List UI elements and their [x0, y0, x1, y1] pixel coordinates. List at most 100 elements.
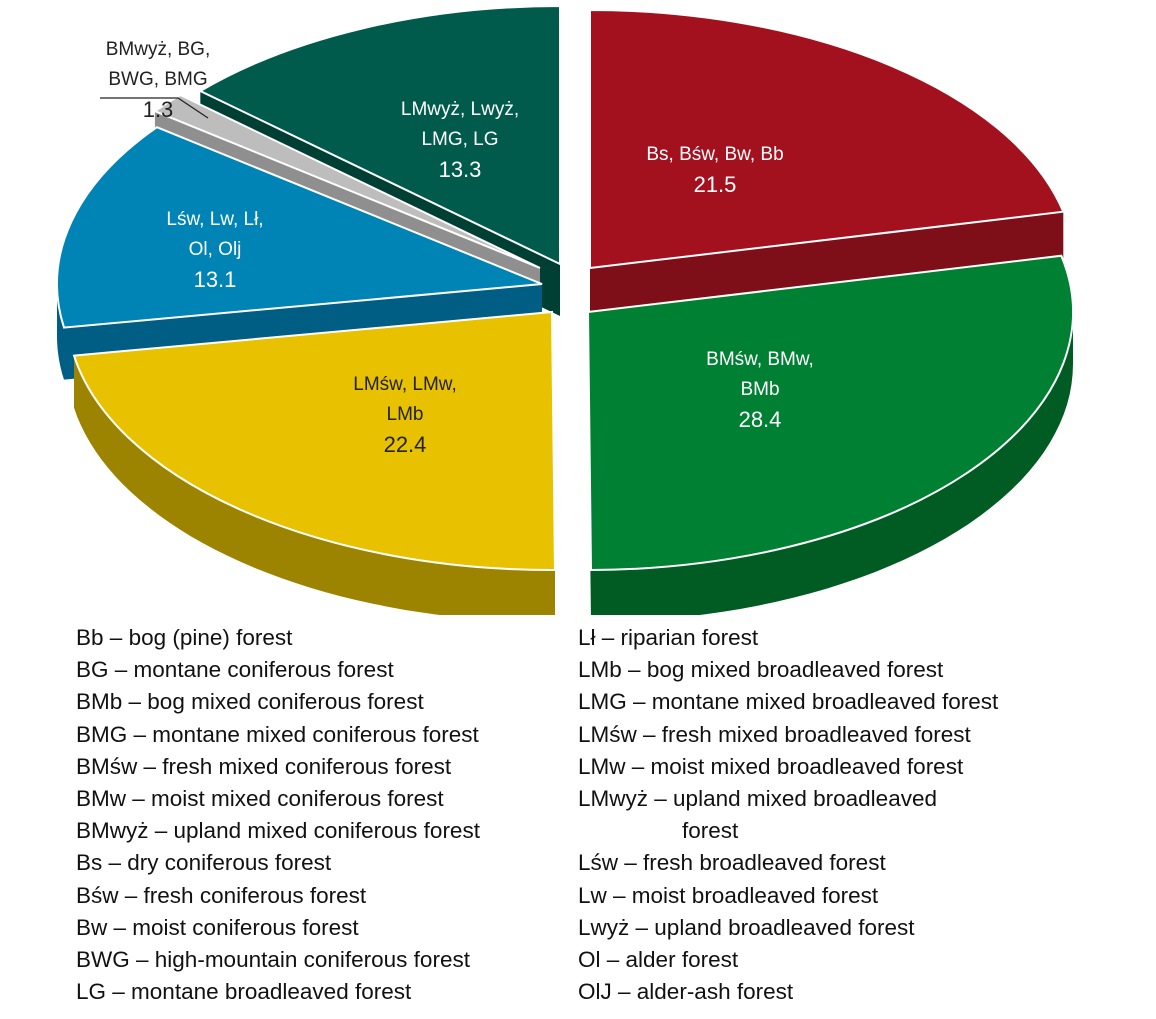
- pie-chart: Bs, Bśw, Bw, Bb 21.5 BMśw, BMw, BMb 28.4 LMśw…: [56, 4, 1074, 615]
- legend-abbreviation: LMb –: [578, 657, 641, 683]
- legend-item: Bb – bog (pine) forest: [76, 622, 480, 654]
- slice-value-label: 13.1: [194, 267, 237, 292]
- legend-item: Ol – alder forest: [578, 944, 998, 976]
- legend-abbreviation: Lwyż –: [578, 914, 649, 940]
- slice-label: LMb: [387, 404, 424, 425]
- legend-abbreviation: Bw –: [76, 914, 127, 940]
- legend-description: dry coniferous forest: [127, 850, 332, 876]
- legend-item: BMG – montane mixed coniferous forest: [76, 719, 480, 751]
- slice-label: LMśw, LMw,: [353, 374, 456, 395]
- legend-description: montane mixed coniferous forest: [152, 721, 479, 747]
- legend-abbreviation: BMwyż –: [76, 818, 168, 844]
- legend-abbreviation: BG –: [76, 657, 128, 683]
- legend-description: montane coniferous forest: [133, 657, 394, 683]
- legend-abbreviation: LMśw –: [578, 721, 656, 747]
- legend-description: alder-ash forest: [636, 979, 794, 1005]
- legend-item: BG – montane coniferous forest: [76, 654, 480, 686]
- legend-abbreviation: BMG –: [76, 721, 147, 747]
- legend-abbreviation: BMw –: [76, 786, 145, 812]
- legend-description: montane broadleaved forest: [131, 979, 412, 1005]
- legend-item: Lwyż – upland broadleaved forest: [578, 912, 998, 944]
- legend-description: fresh coniferous forest: [143, 882, 367, 908]
- slice-label: Bs, Bśw, Bw, Bb: [646, 144, 783, 165]
- pie-slice: [72, 310, 557, 572]
- legend-abbreviation: LMwyż –: [578, 786, 667, 812]
- legend-description: montane mixed broadleaved forest: [651, 689, 999, 715]
- legend-description: upland mixed coniferous forest: [173, 818, 480, 844]
- slice-value-label: 21.5: [694, 172, 737, 197]
- legend-abbreviation: LMw –: [578, 753, 645, 779]
- slice-label: LMG, LG: [421, 129, 498, 150]
- legend-description: alder forest: [625, 947, 739, 973]
- legend-description: riparian forest: [620, 625, 759, 650]
- slice-label: BMb: [740, 379, 779, 400]
- legend-description: fresh broadleaved forest: [643, 850, 886, 876]
- legend-left-column: Bb – bog (pine) forest BG – montane conif…: [76, 622, 480, 1008]
- legend-item: BMw – moist mixed coniferous forest: [76, 783, 480, 815]
- legend-description: upland broadleaved forest: [654, 914, 915, 940]
- pie-slice-tops: [56, 4, 1074, 572]
- legend-item: Lśw – fresh broadleaved forest: [578, 847, 998, 879]
- pie-slice: [586, 254, 1074, 572]
- legend-abbreviation: BMśw –: [76, 753, 157, 779]
- legend-abbreviation: Bśw –: [76, 882, 138, 908]
- legend-abbreviation: Lł –: [578, 625, 615, 650]
- legend-abbreviation: Ol –: [578, 947, 620, 973]
- legend-abbreviation: LMG –: [578, 689, 646, 715]
- legend-item: LMw – moist mixed broadleaved forest: [578, 751, 998, 783]
- slice-label: Lśw, Lw, Lł,: [166, 209, 263, 230]
- legend-description: moist mixed broadleaved forest: [650, 753, 964, 779]
- legend-item: LMG – montane mixed broadleaved forest: [578, 686, 998, 718]
- legend-description: moist mixed coniferous forest: [151, 786, 444, 812]
- legend-item: LMwyż – upland mixed broadleaved forest: [578, 783, 998, 847]
- slice-value-label: 13.3: [439, 157, 482, 182]
- slice-value-label: 22.4: [384, 432, 427, 457]
- slice-label: BMwyż, BG,: [106, 39, 211, 60]
- legend-item: BMśw – fresh mixed coniferous forest: [76, 751, 480, 783]
- legend-abbreviation: Bs –: [76, 850, 122, 876]
- legend-right-column: Lł – riparian forest LMb – bog mixed broa…: [578, 622, 998, 1008]
- slice-value-label: 28.4: [739, 407, 782, 432]
- legend-abbreviation: Bb –: [76, 625, 123, 650]
- legend-description: moist broadleaved forest: [631, 882, 879, 908]
- legend-abbreviation: Lw –: [578, 882, 626, 908]
- legend-abbreviation: BMb –: [76, 689, 142, 715]
- pie-slice-labels: Bs, Bśw, Bw, Bb 21.5 BMśw, BMw, BMb 28.4 LMśw…: [100, 39, 814, 457]
- legend-abbreviation: LG –: [76, 979, 125, 1005]
- slice-label: LMwyż, Lwyż,: [401, 99, 519, 120]
- legend-item: LMb – bog mixed broadleaved forest: [578, 654, 998, 686]
- legend-description: bog mixed coniferous forest: [147, 689, 424, 715]
- legend-description: bog mixed broadleaved forest: [646, 657, 944, 683]
- legend-description: high-mountain coniferous forest: [154, 947, 470, 973]
- legend-item: Lł – riparian forest: [578, 622, 998, 654]
- pie-slice-cut-face: [590, 211, 1064, 320]
- legend-description: fresh mixed broadleaved forest: [661, 721, 971, 747]
- legend-description: moist coniferous forest: [132, 914, 359, 940]
- legend-item: Bw – moist coniferous forest: [76, 912, 480, 944]
- legend-description: bog (pine) forest: [128, 625, 293, 650]
- legend-description: upland mixed broadleaved: [673, 786, 937, 812]
- pie-slice: [198, 4, 561, 266]
- legend-abbreviation: BWG –: [76, 947, 149, 973]
- legend-description: fresh mixed coniferous forest: [162, 753, 452, 779]
- legend-item: OlJ – alder-ash forest: [578, 976, 998, 1008]
- pie-slice-side: [591, 312, 1073, 615]
- legend-abbreviation: Lśw –: [578, 850, 637, 876]
- leader-line: [100, 97, 209, 119]
- slice-label: BWG, BMG: [108, 69, 207, 90]
- legend-item: BMb – bog mixed coniferous forest: [76, 686, 480, 718]
- legend-item: Bs – dry coniferous forest: [76, 847, 480, 879]
- legend-item: Lw – moist broadleaved forest: [578, 880, 998, 912]
- legend-description-continued: forest: [682, 818, 739, 844]
- pie-slice: [152, 93, 541, 269]
- legend-item: BMwyż – upland mixed coniferous forest: [76, 815, 480, 847]
- legend-item: Bśw – fresh coniferous forest: [76, 880, 480, 912]
- pie-slice: [589, 8, 1065, 270]
- legend-item: LMśw – fresh mixed broadleaved forest: [578, 719, 998, 751]
- slice-value-label: 1.3: [143, 97, 174, 122]
- legend-item: BWG – high-mountain coniferous forest: [76, 944, 480, 976]
- legend-abbreviation: OlJ –: [578, 979, 631, 1005]
- legend-item: LG – montane broadleaved forest: [76, 976, 480, 1008]
- slice-label: BMśw, BMw,: [706, 349, 814, 370]
- slice-label: Ol, Olj: [189, 239, 242, 260]
